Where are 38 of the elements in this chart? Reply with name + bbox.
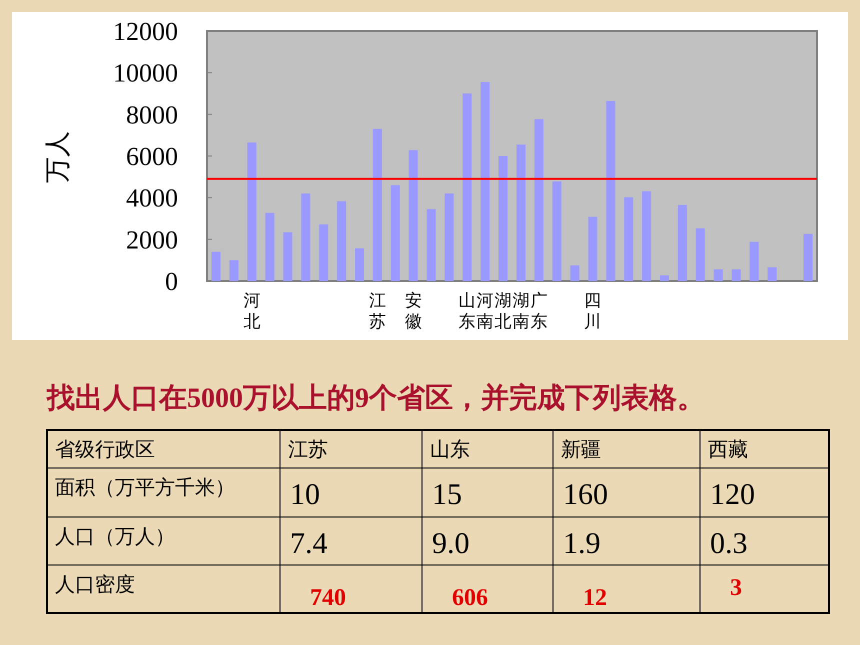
x-tick-label: 四川 (584, 291, 602, 331)
x-tick-label: 广东 (530, 291, 548, 331)
text: 0.3 (710, 527, 748, 560)
text: 12 (583, 585, 607, 611)
text: 120 (710, 478, 755, 511)
x-tick-label: 安徽 (404, 291, 422, 331)
text: 省级行政区 (55, 439, 155, 461)
x-tick-label: 河南 (476, 291, 494, 331)
x-tick-label: 河北 (243, 291, 260, 331)
y-tick-label: 6000 (126, 142, 178, 171)
text: 找出人口在5000万以上的9个省区，并完成下列表格。 (46, 382, 705, 414)
category-label: 西藏 (708, 439, 748, 461)
category-label: 新疆 (561, 439, 601, 461)
x-tick-label: 山东 (458, 291, 476, 331)
category-label: 人口（万人） (55, 526, 175, 548)
y-tick-label: 4000 (126, 184, 178, 213)
text: 160 (563, 478, 608, 511)
y-tick-label: 10000 (113, 58, 178, 88)
y-tick-label: 2000 (126, 225, 178, 254)
y-tick-label: 12000 (113, 17, 178, 46)
x-tick-label: 江苏 (368, 291, 386, 331)
text: 10 (290, 478, 320, 511)
category-label: 面积（万平方千米） (55, 477, 235, 499)
x-tick-label: 湖北 (494, 291, 512, 331)
text: 1.9 (563, 527, 600, 560)
y-axis-title: 万人 (43, 131, 72, 183)
text: 606 (452, 585, 488, 611)
x-tick-label: 湖南 (512, 291, 530, 331)
text: 7.4 (290, 527, 328, 560)
text: 9.0 (432, 527, 470, 560)
category-label: 江苏 (288, 439, 328, 461)
y-tick-label: 8000 (126, 100, 178, 130)
text: 15 (432, 478, 462, 511)
category-label: 山东 (430, 439, 470, 461)
y-tick-label: 0 (165, 267, 178, 296)
category-label: 人口密度 (55, 574, 135, 596)
text: 3 (730, 575, 742, 601)
text: 740 (310, 585, 346, 611)
